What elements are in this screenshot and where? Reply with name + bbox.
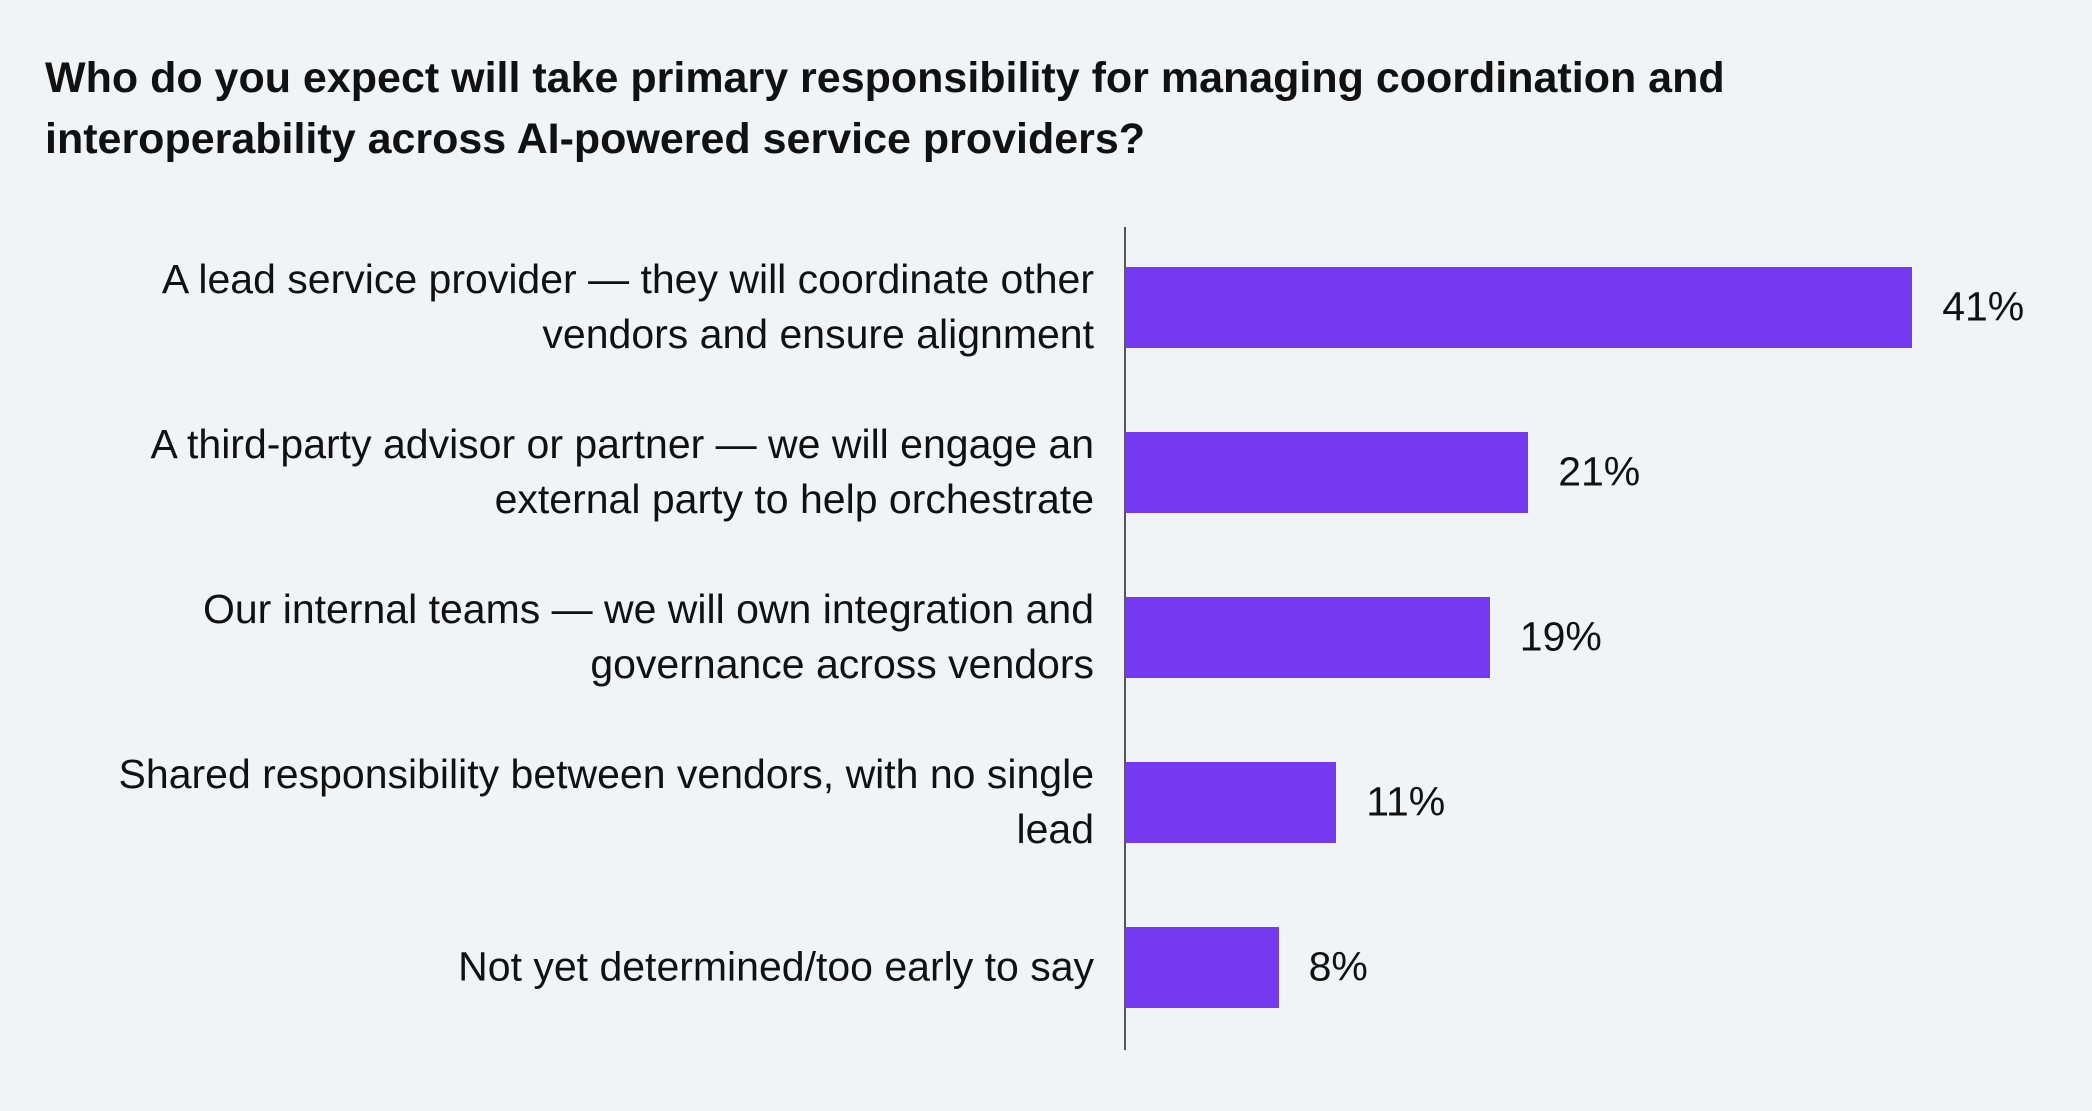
bar	[1125, 266, 1913, 348]
value-label: 19%	[1519, 613, 1602, 660]
bar	[1125, 431, 1529, 513]
category-label: Not yet determined/too early to say	[458, 943, 1094, 990]
bar	[1125, 761, 1337, 843]
bar	[1125, 926, 1279, 1008]
value-label: 11%	[1366, 778, 1446, 825]
category-label: A lead service provider — they will coor…	[161, 256, 1094, 357]
category-label: Our internal teams — we will own integra…	[202, 586, 1094, 687]
value-label: 21%	[1558, 448, 1641, 495]
chart-title: Who do you expect will take primary resp…	[45, 54, 1725, 163]
value-label: 41%	[1942, 283, 2025, 330]
bar	[1125, 596, 1490, 678]
category-label: Shared responsibility between vendors, w…	[118, 751, 1094, 852]
value-label: 8%	[1308, 943, 1368, 990]
category-label: A third-party advisor or partner — we wi…	[150, 421, 1094, 522]
